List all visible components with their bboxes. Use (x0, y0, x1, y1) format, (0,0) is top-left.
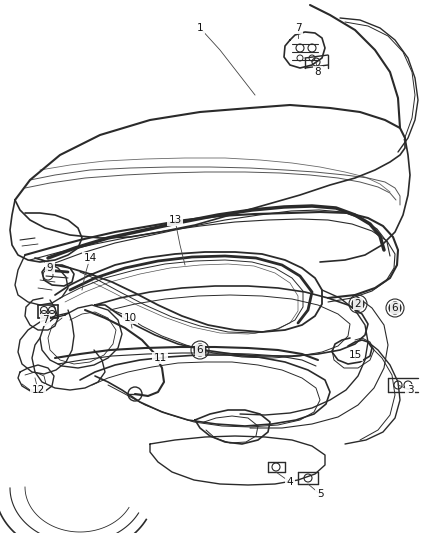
Circle shape (389, 302, 401, 314)
Text: 5: 5 (317, 489, 323, 499)
Text: 3: 3 (407, 385, 413, 395)
Text: 4: 4 (287, 477, 293, 487)
Text: 8: 8 (314, 67, 321, 77)
Text: 7: 7 (42, 315, 48, 325)
Text: 11: 11 (153, 353, 166, 363)
Text: 6: 6 (392, 303, 398, 313)
Circle shape (352, 298, 364, 310)
Text: 2: 2 (355, 299, 361, 309)
Text: 15: 15 (348, 350, 362, 360)
Text: 10: 10 (124, 313, 137, 323)
Text: 14: 14 (83, 253, 97, 263)
Circle shape (194, 344, 206, 356)
Text: 6: 6 (197, 345, 203, 355)
Text: 13: 13 (168, 215, 182, 225)
Text: 7: 7 (295, 23, 301, 33)
Text: 12: 12 (32, 385, 45, 395)
Text: 1: 1 (197, 23, 203, 33)
Text: 9: 9 (47, 263, 53, 273)
